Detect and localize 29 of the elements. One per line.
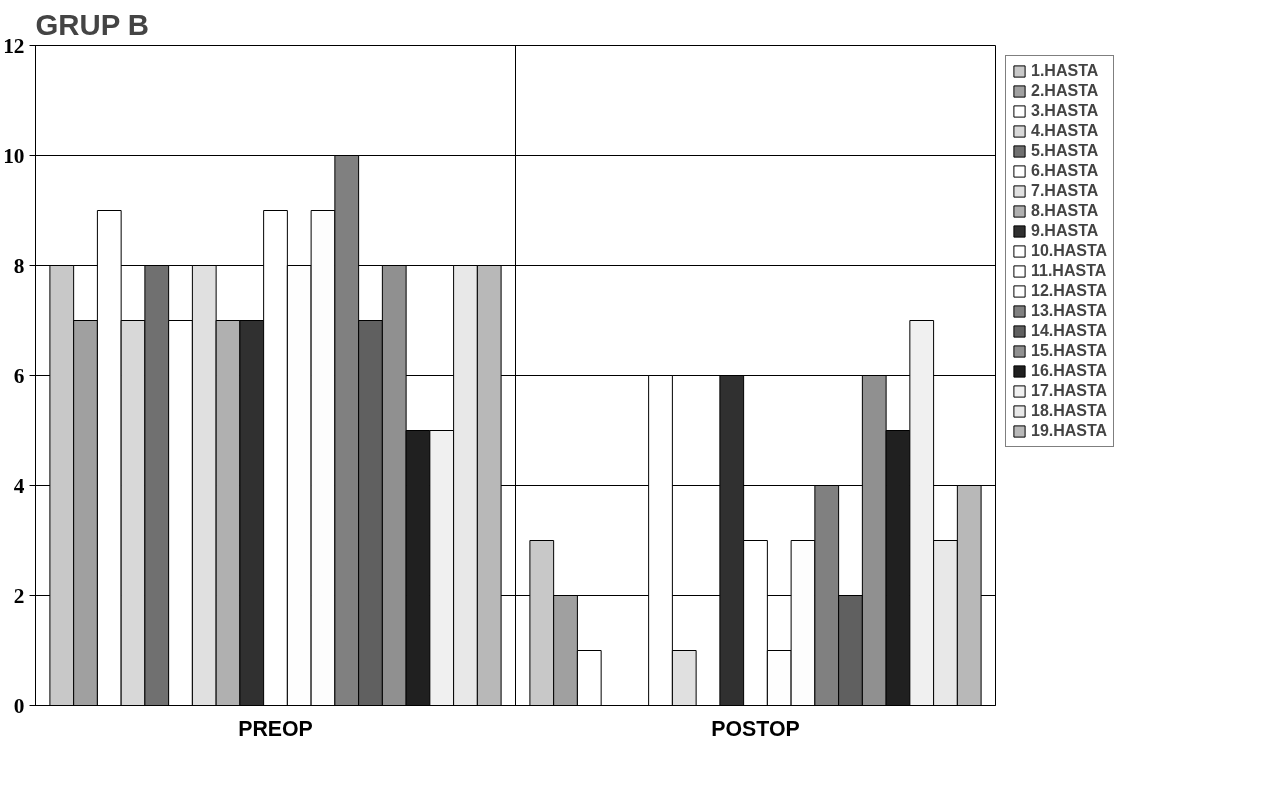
legend-label: 8.HASTA xyxy=(1031,202,1099,220)
y-tick-label: 2 xyxy=(13,583,25,608)
chart-title: GRUP B xyxy=(35,7,150,41)
legend-label: 14.HASTA xyxy=(1031,322,1108,340)
y-tick-label: 8 xyxy=(13,253,25,278)
x-tick-label: POSTOP xyxy=(711,716,800,741)
legend-label: 15.HASTA xyxy=(1031,342,1108,360)
legend-label: 16.HASTA xyxy=(1031,362,1108,380)
legend-label: 5.HASTA xyxy=(1031,142,1099,160)
legend-label: 6.HASTA xyxy=(1031,162,1099,180)
y-tick-label: 10 xyxy=(3,143,25,168)
legend-label: 4.HASTA xyxy=(1031,122,1099,140)
x-tick-label: PREOP xyxy=(238,716,313,741)
legend-label: 3.HASTA xyxy=(1031,102,1099,120)
legend-label: 19.HASTA xyxy=(1031,422,1108,440)
legend-label: 10.HASTA xyxy=(1031,242,1108,260)
legend-label: 1.HASTA xyxy=(1031,62,1099,80)
legend-label: 12.HASTA xyxy=(1031,282,1108,300)
y-tick-label: 4 xyxy=(13,473,25,498)
legend-label: 11.HASTA xyxy=(1031,262,1107,280)
legend-label: 17.HASTA xyxy=(1031,382,1108,400)
y-tick-label: 12 xyxy=(3,33,25,58)
legend-label: 18.HASTA xyxy=(1031,402,1108,420)
y-tick-label: 6 xyxy=(13,363,25,388)
legend-label: 9.HASTA xyxy=(1031,222,1099,240)
legend-label: 13.HASTA xyxy=(1031,302,1108,320)
y-tick-label: 0 xyxy=(13,693,25,718)
legend-label: 2.HASTA xyxy=(1031,82,1099,100)
legend-label: 7.HASTA xyxy=(1031,182,1099,200)
